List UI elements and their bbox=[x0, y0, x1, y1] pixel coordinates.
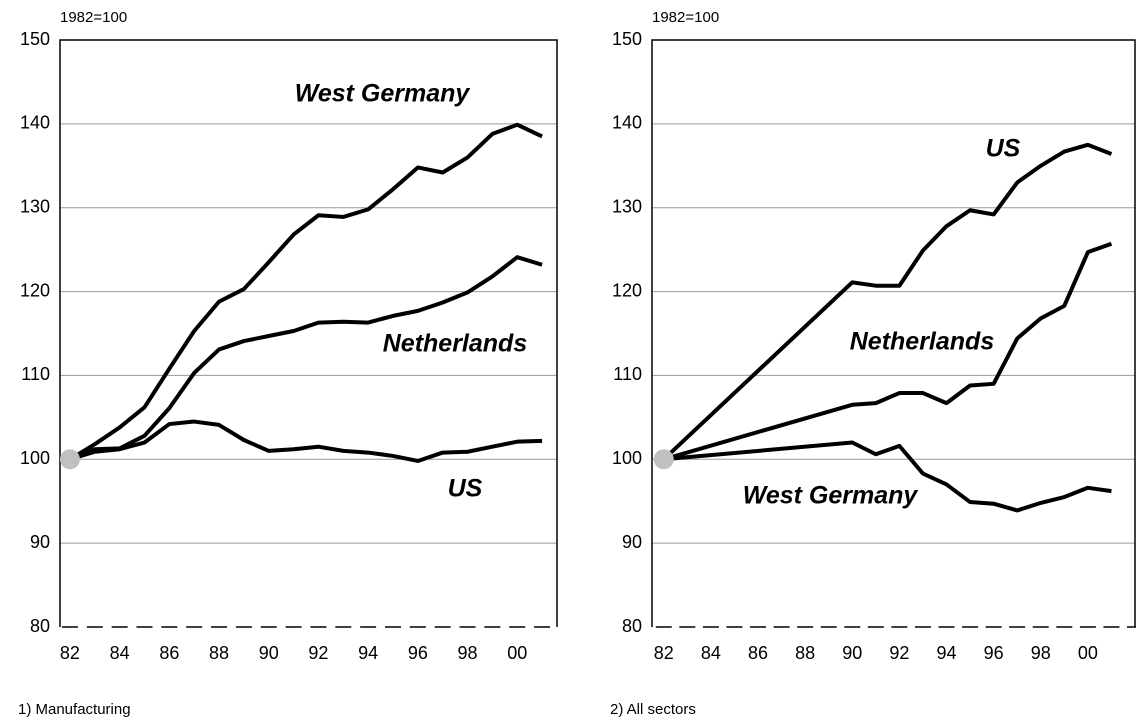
y-tick-label: 110 bbox=[613, 364, 642, 384]
x-tick-label: 82 bbox=[60, 643, 80, 663]
footnote: 1) Manufacturing bbox=[18, 701, 131, 718]
base-marker bbox=[653, 449, 674, 470]
series-line bbox=[68, 122, 543, 461]
y-tick-label: 100 bbox=[20, 448, 50, 468]
y-tick-label: 130 bbox=[20, 196, 50, 216]
x-tick-label: 96 bbox=[984, 643, 1004, 663]
x-tick-label: 84 bbox=[110, 643, 130, 663]
x-tick-label: 88 bbox=[795, 643, 815, 663]
x-tick-label: 00 bbox=[1078, 643, 1098, 663]
x-tick-label: 82 bbox=[654, 643, 674, 663]
x-tick-label: 86 bbox=[748, 643, 768, 663]
series-line bbox=[663, 241, 1113, 462]
y-tick-label: 130 bbox=[612, 196, 642, 216]
series-label: Netherlands bbox=[850, 328, 995, 356]
y-tick-label: 80 bbox=[622, 616, 642, 636]
x-tick-label: 98 bbox=[1031, 643, 1051, 663]
x-tick-label: 86 bbox=[159, 643, 179, 663]
footnote: 2) All sectors bbox=[610, 701, 696, 718]
series-line bbox=[662, 142, 1113, 461]
x-tick-label: 90 bbox=[259, 643, 279, 663]
series-label: Netherlands bbox=[383, 330, 528, 358]
y-tick-label: 90 bbox=[622, 532, 642, 552]
series-line bbox=[69, 419, 543, 463]
x-tick-label: 98 bbox=[458, 643, 478, 663]
unit-label: 1982=100 bbox=[60, 9, 127, 26]
y-tick-label: 100 bbox=[612, 448, 642, 468]
series-label: West Germany bbox=[295, 80, 471, 108]
y-tick-label: 90 bbox=[30, 532, 50, 552]
x-tick-label: 94 bbox=[936, 643, 956, 663]
unit-label: 1982=100 bbox=[652, 9, 719, 26]
y-tick-label: 110 bbox=[21, 364, 50, 384]
base-marker bbox=[59, 449, 80, 470]
x-tick-label: 90 bbox=[842, 643, 862, 663]
series-label: US bbox=[448, 475, 483, 503]
series-label: West Germany bbox=[743, 482, 919, 510]
x-tick-label: 92 bbox=[308, 643, 328, 663]
y-tick-label: 150 bbox=[612, 29, 642, 49]
y-tick-label: 80 bbox=[30, 616, 50, 636]
series-label: US bbox=[986, 135, 1021, 163]
frame bbox=[651, 39, 1136, 627]
series-line bbox=[663, 440, 1112, 513]
x-tick-label: 84 bbox=[701, 643, 721, 663]
x-tick-label: 94 bbox=[358, 643, 378, 663]
y-tick-label: 140 bbox=[20, 113, 50, 133]
x-tick-label: 00 bbox=[507, 643, 527, 663]
frame bbox=[59, 39, 558, 627]
y-tick-label: 120 bbox=[612, 280, 642, 300]
series-line bbox=[69, 255, 543, 462]
y-tick-label: 140 bbox=[612, 113, 642, 133]
y-tick-label: 150 bbox=[20, 29, 50, 49]
y-tick-label: 120 bbox=[20, 280, 50, 300]
x-tick-label: 88 bbox=[209, 643, 229, 663]
x-tick-label: 92 bbox=[889, 643, 909, 663]
x-tick-label: 96 bbox=[408, 643, 428, 663]
